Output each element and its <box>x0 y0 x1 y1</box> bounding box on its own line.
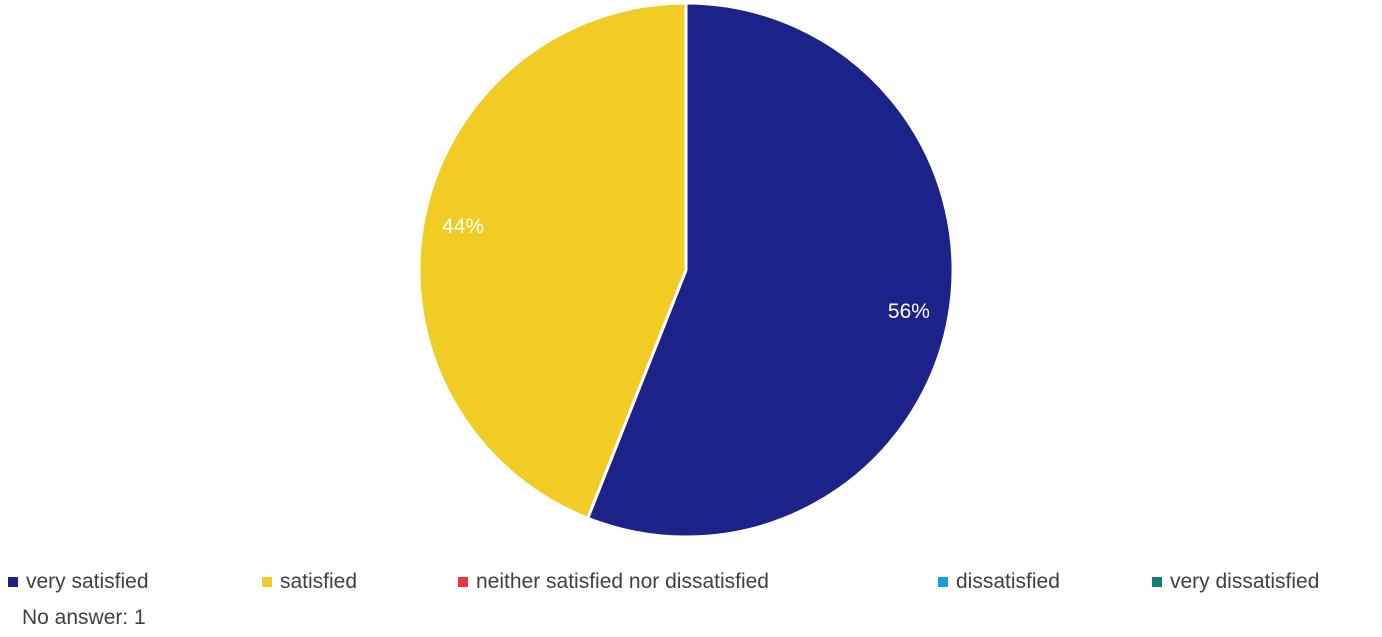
data-label-very-satisfied: 56% <box>888 300 930 323</box>
legend-item-dissatisfied: dissatisfied <box>938 570 1060 594</box>
legend-item-very-satisfied: very satisfied <box>8 570 149 594</box>
legend-label-very-dissatisfied: very dissatisfied <box>1170 570 1320 593</box>
legend-item-very-dissatisfied: very dissatisfied <box>1152 570 1319 594</box>
legend-label-very-satisfied: very satisfied <box>26 570 149 593</box>
legend-swatch-very-satisfied <box>8 577 18 587</box>
pie-slice-very-satisfied <box>585 1 955 539</box>
legend-label-dissatisfied: dissatisfied <box>956 570 1060 593</box>
pie-slice-satisfied <box>417 1 688 521</box>
pie-chart-plot: 56% 44% <box>417 1 955 539</box>
legend-swatch-neither <box>458 577 468 587</box>
legend-swatch-dissatisfied <box>938 577 948 587</box>
no-answer-note: No answer: 1 <box>22 606 146 629</box>
legend-label-neither: neither satisfied nor dissatisfied <box>476 570 769 593</box>
legend-swatch-very-dissatisfied <box>1152 577 1162 587</box>
legend-swatch-satisfied <box>262 577 272 587</box>
legend-item-satisfied: satisfied <box>262 570 357 594</box>
legend-item-neither: neither satisfied nor dissatisfied <box>458 570 769 594</box>
chart-legend: very satisfied satisfied neither satisfi… <box>0 570 1382 600</box>
data-label-satisfied: 44% <box>442 215 484 238</box>
legend-label-satisfied: satisfied <box>280 570 358 593</box>
